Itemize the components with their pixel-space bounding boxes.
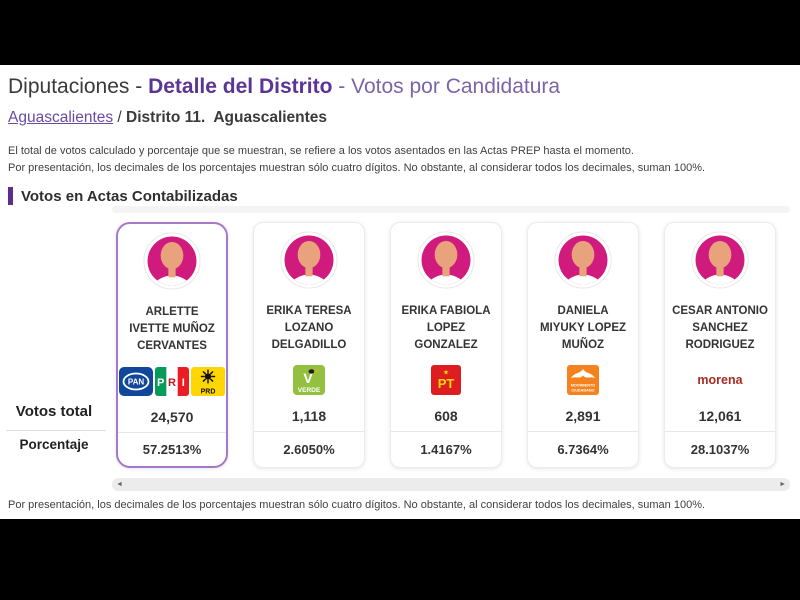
candidate-avatar — [665, 223, 775, 297]
candidate-name-line: CESAR ANTONIO — [672, 304, 768, 317]
candidate-name-line: ERIKA FABIOLA — [401, 304, 491, 317]
page-title-prefix: Diputaciones - — [8, 75, 149, 98]
breadcrumb-state-link[interactable]: Aguascalientes — [8, 109, 114, 126]
cards-scrollbar-top[interactable] — [112, 206, 790, 213]
party-logos: V VERDE — [254, 359, 364, 401]
candidate-name: ERIKA TERESA LOZANO DELGADILLO — [254, 297, 364, 359]
candidate-name: CESAR ANTONIO SANCHEZ RODRIGUEZ — [665, 297, 775, 359]
svg-text:PT: PT — [438, 376, 455, 391]
candidate-card[interactable]: CESAR ANTONIO SANCHEZ RODRIGUEZ morena 12,06… — [664, 222, 776, 468]
candidate-avatar — [118, 224, 226, 298]
candidate-card[interactable]: DANIELA MIYUKY LOPEZ MUÑOZ MOVIMIENTO CIUD… — [527, 222, 639, 468]
votes-total-value: 24,570 — [150, 409, 194, 425]
candidate-name-line: CERVANTES — [137, 339, 207, 352]
scroll-left-icon[interactable]: ◄ — [116, 481, 123, 488]
party-logo-pri-icon: P R I — [155, 366, 189, 396]
candidate-card[interactable]: ERIKA TERESA LOZANO DELGADILLO V VERDE 1,11… — [253, 222, 365, 468]
svg-text:R: R — [168, 377, 176, 389]
letterbox-top — [0, 0, 800, 65]
percentage-value: 57.2513% — [118, 432, 226, 466]
party-logos: morena — [665, 359, 775, 401]
breadcrumb-district: Distrito 11. Aguascalientes — [126, 109, 328, 126]
candidate-card[interactable]: ERIKA FABIOLA LOPEZ GONZALEZ ★ PT 608 1.4167… — [390, 222, 502, 468]
page-content: Diputaciones - Detalle del Distrito - Vo… — [0, 65, 800, 519]
candidate-name-line: DANIELA — [557, 304, 609, 317]
person-avatar-icon — [554, 231, 612, 289]
party-logo-pan-icon: PAN — [119, 366, 153, 396]
footer-note: Por presentación, los decimales de los p… — [8, 499, 706, 511]
person-avatar-icon — [280, 231, 338, 289]
explanatory-notes: El total de votos calculado y porcentaje… — [8, 143, 705, 177]
page-title: Diputaciones - Detalle del Distrito - Vo… — [8, 75, 560, 99]
candidate-card[interactable]: ARLETTE IVETTE MUÑOZ CERVANTES PAN P R I P… — [116, 222, 228, 468]
percentage-value: 2.6050% — [254, 431, 364, 467]
party-logo-morena-icon: morena — [697, 373, 743, 387]
candidate-name-line: LOPEZ — [426, 321, 466, 334]
person-avatar-icon — [417, 231, 475, 289]
party-logos: MOVIMIENTO CIUDADANO — [528, 359, 638, 401]
svg-text:PRD: PRD — [201, 388, 216, 395]
percentage-value: 6.7364% — [528, 431, 638, 467]
person-avatar-icon — [143, 232, 201, 290]
candidate-name-line: DELGADILLO — [271, 338, 347, 351]
votes-total-value: 608 — [434, 408, 458, 424]
row-label-divider — [6, 430, 106, 431]
svg-text:VERDE: VERDE — [298, 387, 321, 394]
note-line-1: El total de votos calculado y porcentaje… — [8, 145, 634, 157]
candidate-cards: ARLETTE IVETTE MUÑOZ CERVANTES PAN P R I P… — [116, 222, 776, 468]
page-title-suffix: - Votos por Candidatura — [332, 75, 561, 98]
section-accent-bar — [8, 187, 13, 205]
candidate-name-line: LOZANO — [284, 321, 334, 334]
party-logo-mc-icon: MOVIMIENTO CIUDADANO — [567, 365, 599, 395]
candidate-name-line: SANCHEZ — [692, 321, 748, 334]
votes-total-value: 1,118 — [291, 408, 327, 424]
svg-text:V: V — [303, 370, 313, 386]
candidate-name-line: MUÑOZ — [561, 338, 605, 351]
svg-text:PAN: PAN — [128, 377, 145, 386]
candidate-name-line: ARLETTE — [145, 305, 199, 318]
percentage-row-label: Porcentaje — [19, 437, 89, 452]
candidate-name-line: RODRIGUEZ — [685, 338, 755, 351]
letterbox-bottom — [0, 519, 800, 600]
percentage-value: 1.4167% — [391, 431, 501, 467]
section-header: Votos en Actas Contabilizadas — [8, 187, 238, 205]
candidate-avatar — [528, 223, 638, 297]
breadcrumb: Aguascalientes / Distrito 11. Aguascalie… — [8, 109, 327, 127]
candidate-name: DANIELA MIYUKY LOPEZ MUÑOZ — [528, 297, 638, 359]
svg-text:MOVIMIENTO: MOVIMIENTO — [571, 384, 595, 388]
svg-text:P: P — [157, 377, 164, 389]
svg-text:CIUDADANO: CIUDADANO — [571, 389, 594, 393]
candidate-name: ERIKA FABIOLA LOPEZ GONZALEZ — [391, 297, 501, 359]
candidate-name-line: ERIKA TERESA — [266, 304, 352, 317]
party-logos: PAN P R I PRD — [118, 360, 226, 402]
votes-total-value: 2,891 — [565, 408, 601, 424]
svg-text:I: I — [182, 377, 185, 389]
party-logo-pvem-icon: V VERDE — [293, 365, 325, 395]
page-title-section: Detalle del Distrito — [148, 75, 333, 98]
candidate-avatar — [254, 223, 364, 297]
scroll-right-icon[interactable]: ► — [779, 481, 786, 488]
party-logo-pt-icon: ★ PT — [431, 365, 461, 395]
candidate-name-line: MIYUKY LOPEZ — [539, 321, 627, 334]
person-avatar-icon — [691, 231, 749, 289]
votes-total-value: 12,061 — [698, 408, 742, 424]
candidate-avatar — [391, 223, 501, 297]
party-logos: ★ PT — [391, 359, 501, 401]
note-line-2: Por presentación, los decimales de los p… — [8, 162, 706, 174]
percentage-value: 28.1037% — [665, 431, 775, 467]
svg-text:★: ★ — [443, 369, 449, 377]
breadcrumb-separator: / — [113, 109, 127, 126]
candidate-name-line: GONZALEZ — [414, 338, 478, 351]
candidate-name-line: IVETTE MUÑOZ — [129, 322, 215, 335]
votes-row-label: Votos total — [15, 403, 93, 420]
candidate-name: ARLETTE IVETTE MUÑOZ CERVANTES — [118, 298, 226, 360]
section-title: Votos en Actas Contabilizadas — [21, 187, 238, 205]
party-logo-prd-icon: PRD — [191, 366, 225, 396]
cards-scrollbar-bottom[interactable]: ◄ ► — [112, 478, 790, 491]
